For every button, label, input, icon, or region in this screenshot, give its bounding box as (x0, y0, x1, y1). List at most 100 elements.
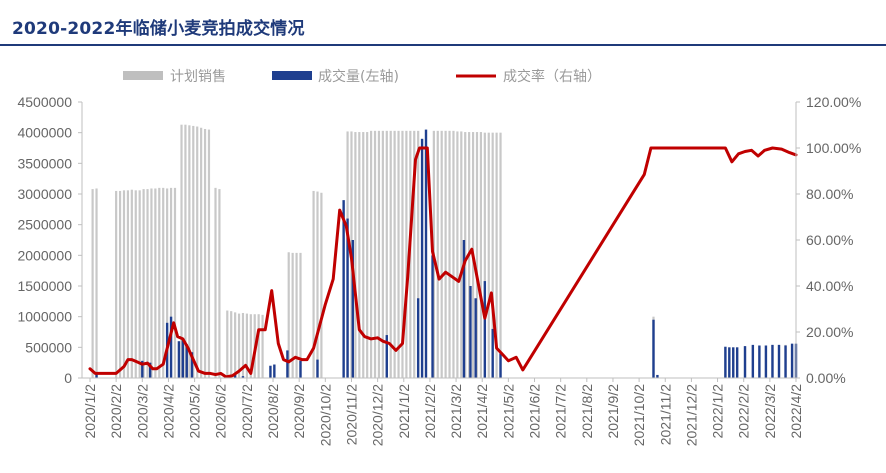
planned-bar (295, 252, 298, 378)
planned-bar (456, 131, 459, 378)
volume-bar (656, 374, 659, 378)
x-tick-label: 2022/3/2 (762, 384, 778, 439)
volume-bar (269, 365, 272, 378)
planned-bar (316, 191, 319, 378)
legend-swatch-volume (272, 71, 312, 80)
planned-bar (413, 130, 416, 378)
planned-bar (401, 130, 404, 378)
volume-bar (764, 345, 768, 378)
planned-bar (245, 313, 248, 378)
x-tick-label: 2020/11/2 (343, 384, 359, 445)
x-tick-label: 2020/1/2 (82, 384, 98, 439)
volume-bars (95, 129, 798, 378)
planned-bar (291, 252, 294, 378)
planned-bar (405, 130, 408, 378)
x-tick-label: 2020/3/2 (134, 384, 150, 439)
right-tick-label: 80.00% (806, 186, 853, 202)
x-tick-label: 2021/10/2 (631, 384, 647, 446)
planned-bar (130, 189, 133, 378)
planned-bar (180, 124, 183, 379)
planned-bar (154, 188, 157, 378)
x-tick-label: 2020/5/2 (187, 384, 203, 439)
legend-label-volume: 成交量(左轴) (318, 68, 399, 85)
x-tick-label: 2021/5/2 (500, 384, 516, 439)
planned-bar (214, 187, 217, 378)
planned-bar (381, 130, 384, 378)
planned-bar (146, 189, 149, 378)
planned-bar (257, 314, 260, 378)
x-tick-label: 2021/1/2 (396, 384, 412, 439)
planned-bar (417, 130, 420, 378)
planned-bar (320, 192, 323, 378)
planned-bar (487, 132, 490, 378)
planned-bar (354, 132, 357, 378)
axes: 0 500000 1000000 1500000 2000000 2500000 30000… (17, 94, 861, 446)
volume-bar (728, 347, 731, 378)
volume-bar (777, 344, 781, 378)
planned-bar (207, 129, 211, 378)
planned-bar (142, 189, 145, 378)
volume-bar (169, 316, 173, 378)
planned-bar (173, 187, 177, 378)
volume-bar (790, 343, 794, 378)
left-tick-label: 2500000 (17, 217, 72, 233)
planned-bar (249, 314, 252, 378)
volume-bar (469, 286, 472, 378)
volume-bar (424, 129, 428, 378)
left-tick-label: 4500000 (17, 94, 72, 110)
x-tick-label: 2022/2/2 (736, 384, 752, 439)
planned-bar (230, 311, 233, 378)
planned-bar (261, 314, 264, 378)
left-tick-label: 3000000 (17, 186, 72, 202)
chart-title: 2020-2022年临储小麦竞拍成交情况 (12, 19, 305, 39)
left-tick-label: 1500000 (17, 278, 72, 294)
volume-bar (177, 341, 181, 378)
planned-bar (122, 190, 126, 378)
planned-bar (234, 312, 237, 378)
planned-bar (237, 313, 241, 378)
x-tick-label: 2021/11/2 (657, 384, 673, 445)
volume-bar (724, 346, 727, 378)
planned-bar (479, 132, 483, 378)
right-tick-label: 120.00% (806, 94, 861, 110)
volume-bar (652, 319, 655, 378)
planned-bar (452, 130, 455, 378)
planned-sales-bars (91, 124, 798, 379)
x-tick-label: 2021/12/2 (683, 384, 699, 446)
volume-bar (751, 344, 755, 378)
volume-bar (185, 344, 188, 378)
planned-bar (241, 312, 245, 378)
planned-bar (196, 126, 199, 379)
x-tick-label: 2020/12/2 (370, 384, 386, 446)
volume-bar (735, 347, 739, 378)
x-tick-label: 2021/4/2 (474, 384, 490, 439)
planned-bar (495, 132, 498, 378)
planned-bar (385, 130, 388, 378)
planned-bar (312, 190, 315, 378)
planned-bar (192, 125, 195, 378)
volume-bar (758, 345, 761, 378)
x-tick-label: 2020/6/2 (213, 384, 229, 439)
left-tick-label: 3500000 (17, 155, 72, 171)
volume-bar (351, 240, 354, 378)
right-tick-label: 60.00% (806, 232, 853, 248)
volume-bar (431, 255, 434, 378)
volume-bar (732, 347, 735, 378)
planned-bar (436, 130, 439, 378)
legend-swatch-planned (123, 71, 163, 80)
planned-bar (369, 130, 373, 378)
volume-bar (299, 360, 302, 378)
planned-bar (218, 189, 221, 378)
legend: 计划销售 成交量(左轴) 成交率（右轴） (123, 68, 601, 85)
planned-bar (226, 310, 229, 378)
volume-bar (491, 328, 494, 378)
volume-bar (385, 335, 388, 378)
planned-bar (203, 128, 207, 378)
planned-bar (358, 132, 361, 378)
volume-bar (346, 218, 349, 378)
planned-bar (491, 132, 494, 378)
planned-bar (158, 187, 161, 378)
planned-bar (115, 190, 118, 378)
planned-bar (373, 130, 377, 378)
volume-bar (462, 240, 466, 378)
